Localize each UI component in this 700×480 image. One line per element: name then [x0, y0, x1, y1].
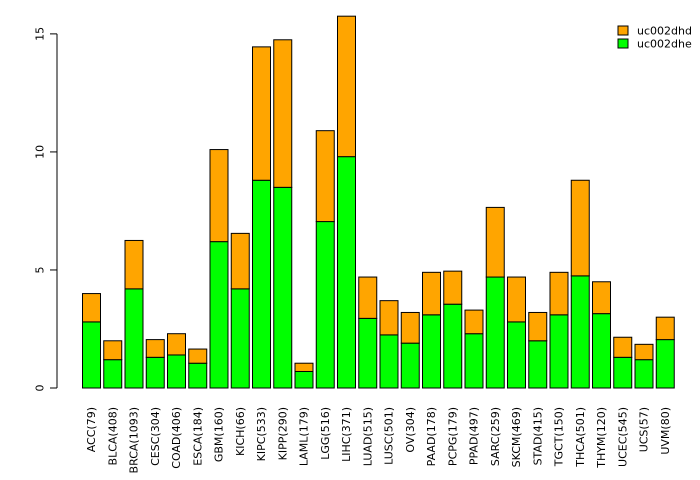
- bar-segment-uc002dhe: [549, 314, 569, 389]
- bar-segment-uc002dhd: [592, 281, 611, 315]
- bar-segment-uc002dhe: [337, 156, 356, 389]
- x-tick-label: PPAD(497): [468, 407, 481, 465]
- x-tick-label: THCA(501): [574, 407, 587, 468]
- bar-segment-uc002dhe: [570, 275, 590, 389]
- bar-segment-uc002dhd: [528, 311, 548, 342]
- bar-segment-uc002dhd: [315, 130, 335, 223]
- bar-segment-uc002dhe: [124, 288, 144, 389]
- bar-segment-uc002dhe: [655, 339, 675, 389]
- bar-segment-uc002dhe: [103, 359, 123, 389]
- x-tick-label: STAD(415): [531, 407, 544, 465]
- bar-segment-uc002dhd: [549, 271, 569, 316]
- legend-label: uc002dhd: [637, 25, 692, 38]
- bar-segment-uc002dhe: [485, 276, 505, 389]
- x-tick-label: SKCM(469): [510, 407, 523, 467]
- bar-segment-uc002dhe: [82, 321, 101, 389]
- bar-segment-uc002dhe: [167, 354, 186, 389]
- bars: [82, 15, 675, 389]
- x-tick-label: KICH(66): [234, 407, 247, 456]
- bar-segment-uc002dhd: [570, 179, 590, 277]
- x-tick-label: LIHC(371): [340, 407, 353, 462]
- bar-segment-uc002dhd: [443, 270, 463, 305]
- bar-segment-uc002dhe: [634, 359, 654, 389]
- bar-segment-uc002dhe: [443, 303, 463, 389]
- bar-segment-uc002dhe: [400, 342, 420, 389]
- bar-segment-uc002dhe: [145, 356, 165, 389]
- x-tick-label: UCEC(545): [616, 407, 629, 467]
- x-tick-label: PAAD(178): [425, 407, 438, 466]
- x-tick-label: ACC(79): [85, 407, 98, 452]
- bar-segment-uc002dhe: [464, 333, 484, 389]
- x-tick-label: LUSC(501): [383, 407, 396, 465]
- x-tick-label: LUAD(515): [361, 407, 374, 466]
- bar-segment-uc002dhe: [188, 362, 208, 389]
- x-tick-label: BRCA(1093): [128, 407, 141, 473]
- bar-segment-uc002dhd: [634, 343, 654, 361]
- bar-segment-uc002dhd: [613, 336, 633, 358]
- bar-segment-uc002dhd: [252, 46, 271, 181]
- x-tick-label: KIPC(533): [255, 407, 268, 461]
- bar-segment-uc002dhd: [273, 39, 293, 188]
- bar-segment-uc002dhe: [613, 356, 633, 389]
- bar-segment-uc002dhd: [400, 311, 420, 344]
- legend-swatch-uc002dhe: [617, 38, 629, 49]
- x-tick-label: THYM(120): [595, 407, 608, 469]
- bar-segment-uc002dhd: [422, 271, 441, 316]
- x-tick-label: UVM(80): [659, 407, 672, 455]
- bar-segment-uc002dhd: [485, 206, 505, 278]
- y-tick-label: 15: [34, 27, 47, 41]
- x-tick-label: TGCT(150): [553, 407, 566, 467]
- bar-segment-uc002dhe: [422, 314, 441, 389]
- x-axis-labels: ACC(79) BLCA(408) BRCA(1093) CESC(304) COAD(…: [85, 407, 672, 473]
- y-tick-label: 10: [34, 145, 47, 159]
- x-tick-label: OV(304): [404, 407, 417, 453]
- y-axis: 0 5 10 15: [34, 27, 58, 392]
- y-tick-label: 5: [34, 266, 47, 273]
- x-tick-label: PCPG(179): [446, 407, 459, 466]
- x-tick-label: LAML(179): [298, 407, 311, 466]
- legend-swatch-uc002dhd: [617, 25, 629, 36]
- bar-segment-uc002dhd: [464, 309, 484, 335]
- x-tick-label: GBM(160): [213, 407, 226, 462]
- bar-segment-uc002dhe: [507, 321, 526, 389]
- bar-segment-uc002dhe: [230, 288, 250, 389]
- bar-segment-uc002dhe: [528, 340, 548, 389]
- bar-segment-uc002dhe: [209, 241, 229, 389]
- legend-label: uc002dhe: [637, 38, 692, 51]
- x-tick-label: UCS(57): [638, 407, 651, 452]
- bar-segment-uc002dhd: [82, 293, 101, 323]
- x-tick-label: LGG(516): [319, 407, 332, 460]
- bar-segment-uc002dhe: [315, 221, 335, 389]
- bar-segment-uc002dhd: [379, 300, 399, 336]
- bar-segment-uc002dhe: [358, 317, 378, 389]
- bar-segment-uc002dhe: [294, 370, 314, 389]
- bar-segment-uc002dhd: [188, 348, 208, 364]
- bar-segment-uc002dhe: [379, 334, 399, 389]
- bar-segment-uc002dhd: [209, 149, 229, 243]
- x-tick-label: ESCA(184): [191, 407, 204, 466]
- x-tick-label: BLCA(408): [106, 407, 119, 465]
- bar-segment-uc002dhe: [592, 313, 611, 389]
- bar-segment-uc002dhd: [507, 276, 526, 323]
- bar-segment-uc002dhd: [103, 340, 123, 361]
- y-tick-label: 0: [34, 385, 47, 392]
- bar-segment-uc002dhd: [337, 15, 356, 158]
- bar-segment-uc002dhd: [655, 316, 675, 341]
- bar-segment-uc002dhd: [167, 333, 186, 356]
- bar-segment-uc002dhd: [124, 239, 144, 290]
- bar-segment-uc002dhd: [358, 276, 378, 319]
- bar-segment-uc002dhd: [145, 339, 165, 358]
- x-tick-label: CESC(304): [149, 407, 162, 466]
- x-tick-label: SARC(259): [489, 407, 502, 466]
- bar-segment-uc002dhd: [230, 232, 250, 290]
- x-tick-label: COAD(406): [170, 407, 183, 469]
- x-tick-label: KIPP(290): [276, 407, 289, 460]
- bar-segment-uc002dhe: [273, 186, 293, 389]
- bar-segment-uc002dhd: [294, 362, 314, 372]
- bar-segment-uc002dhe: [252, 179, 271, 389]
